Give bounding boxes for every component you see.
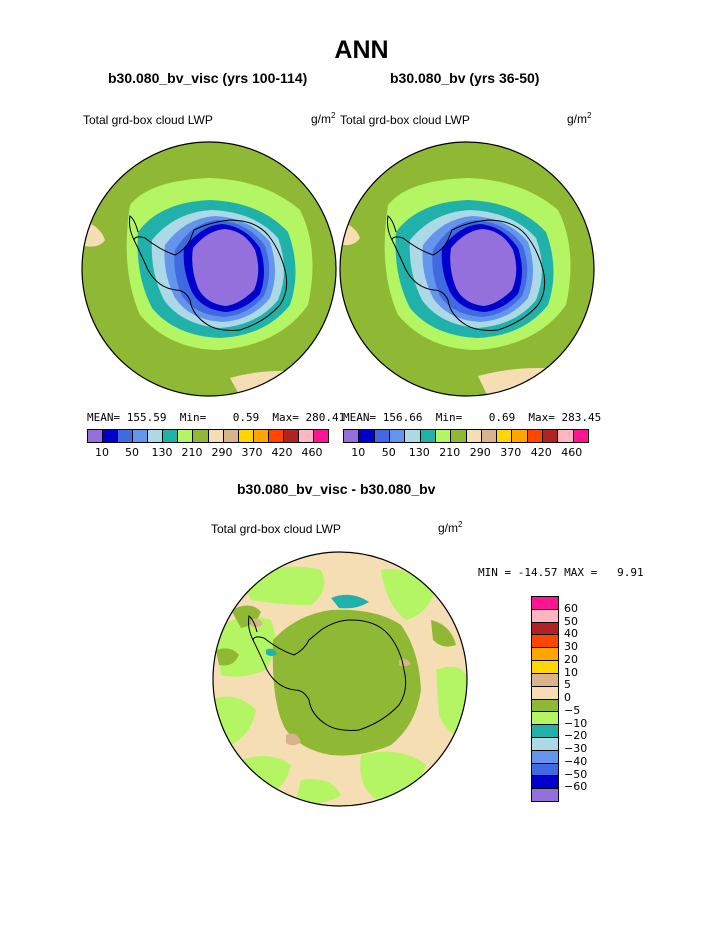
colorbar-swatch bbox=[532, 763, 558, 777]
panel-1-stats: MEAN= 155.59 Min= 0.59 Max= 280.41 bbox=[87, 411, 346, 424]
diff-field-label: Total grd-box cloud LWP bbox=[211, 522, 341, 536]
diff-units: g/m2 bbox=[438, 520, 463, 535]
colorbar-tick-label: 370 bbox=[241, 446, 263, 459]
colorbar-swatch bbox=[298, 430, 314, 442]
colorbar-swatch bbox=[344, 430, 360, 442]
colorbar-tick-label: 420 bbox=[530, 446, 552, 459]
panel-2-units: g/m2 bbox=[567, 111, 592, 126]
colorbar-swatch bbox=[532, 673, 558, 687]
colorbar-tick-label: 20 bbox=[564, 652, 578, 666]
colorbar-swatch bbox=[532, 725, 558, 738]
colorbar-tick-label: −20 bbox=[564, 729, 588, 743]
colorbar-swatch bbox=[118, 430, 134, 442]
colorbar-swatch bbox=[435, 430, 452, 442]
colorbar-swatch bbox=[178, 430, 194, 442]
colorbar-swatch bbox=[532, 661, 558, 674]
colorbar-swatch bbox=[558, 430, 574, 442]
colorbar-tick-label: 420 bbox=[271, 446, 293, 459]
colorbar-swatch bbox=[193, 430, 209, 442]
colorbar-swatch bbox=[133, 430, 149, 442]
colorbar-tick-label: −30 bbox=[564, 742, 588, 755]
panel-2-stats: MEAN= 156.66 Min= 0.69 Max= 283.45 bbox=[343, 411, 602, 424]
colorbar-tick-label: 0 bbox=[564, 691, 571, 704]
colorbar-tick-label: 460 bbox=[561, 446, 583, 459]
colorbar-tick-label: 5 bbox=[564, 678, 571, 692]
panel-1-polar-map bbox=[81, 141, 337, 397]
colorbar-swatch bbox=[405, 430, 421, 442]
colorbar-swatch bbox=[532, 597, 558, 610]
colorbar-tick-label: 290 bbox=[469, 446, 491, 459]
colorbar-swatch bbox=[532, 789, 558, 801]
colorbar-swatch bbox=[268, 430, 284, 442]
colorbar-tick-label: 50 bbox=[564, 614, 578, 628]
colorbar-tick-label: 30 bbox=[564, 640, 578, 653]
colorbar-tick-label: −10 bbox=[564, 716, 588, 730]
colorbar-swatch bbox=[532, 750, 558, 764]
colorbar-tick-label: 10 bbox=[95, 446, 109, 459]
colorbar-tick-label: 290 bbox=[211, 446, 233, 459]
colorbar-swatch bbox=[208, 430, 224, 442]
panel-2-case-title: b30.080_bv (yrs 36-50) bbox=[390, 70, 540, 86]
colorbar-swatch bbox=[543, 430, 559, 442]
colorbar-tick-label: 50 bbox=[381, 446, 396, 459]
colorbar-tick-label: −5 bbox=[564, 703, 581, 717]
colorbar-swatch bbox=[359, 430, 375, 442]
colorbar-swatch bbox=[103, 430, 119, 442]
panel-2-field-label: Total grd-box cloud LWP bbox=[340, 113, 470, 127]
colorbar-swatch bbox=[253, 430, 269, 442]
colorbar-tick-label: −40 bbox=[564, 754, 588, 768]
colorbar-swatch bbox=[163, 430, 179, 442]
colorbar-swatch bbox=[532, 776, 558, 790]
colorbar-swatch bbox=[527, 430, 544, 442]
colorbar-swatch bbox=[238, 430, 254, 442]
colorbar-swatch bbox=[532, 648, 558, 662]
colorbar-swatch bbox=[573, 430, 588, 442]
panel-2-colorbar bbox=[343, 429, 589, 443]
colorbar-tick-label: 60 bbox=[564, 601, 578, 615]
colorbar-tick-label: 130 bbox=[151, 446, 173, 459]
colorbar-tick-label: 50 bbox=[125, 446, 139, 459]
colorbar-tick-label: 370 bbox=[500, 446, 522, 459]
colorbar-swatch bbox=[532, 712, 558, 726]
colorbar-swatch bbox=[481, 430, 498, 442]
colorbar-swatch bbox=[374, 430, 390, 442]
colorbar-tick-label: 460 bbox=[301, 446, 323, 459]
colorbar-swatch bbox=[532, 737, 558, 751]
colorbar-tick-label: −60 bbox=[564, 780, 588, 794]
colorbar-tick-label: 210 bbox=[439, 446, 461, 459]
colorbar-swatch bbox=[532, 686, 558, 700]
figure-title: ANN bbox=[334, 36, 389, 64]
panel-1-field-label: Total grd-box cloud LWP bbox=[83, 113, 213, 127]
panel-1-case-title: b30.080_bv_visc (yrs 100-114) bbox=[108, 70, 308, 86]
diff-title: b30.080_bv_visc - b30.080_bv bbox=[237, 481, 436, 497]
panel-1-units: g/m2 bbox=[311, 111, 336, 126]
colorbar-tick-label: 130 bbox=[408, 446, 430, 459]
colorbar-swatch bbox=[532, 635, 558, 649]
diff-polar-map bbox=[212, 551, 468, 807]
colorbar-swatch bbox=[532, 622, 558, 636]
diff-stats: MIN = -14.57 MAX = 9.91 bbox=[478, 566, 644, 579]
colorbar-swatch bbox=[88, 430, 104, 442]
colorbar-swatch bbox=[532, 699, 558, 713]
colorbar-swatch bbox=[451, 430, 467, 442]
colorbar-swatch bbox=[148, 430, 164, 442]
colorbar-swatch bbox=[497, 430, 513, 442]
panel-1-colorbar bbox=[87, 429, 329, 443]
colorbar-swatch bbox=[466, 430, 482, 442]
colorbar-swatch bbox=[389, 430, 406, 442]
colorbar-tick-label: 40 bbox=[564, 627, 578, 641]
colorbar-swatch bbox=[313, 430, 328, 442]
colorbar-swatch bbox=[420, 430, 436, 442]
panel-2-polar-map bbox=[339, 141, 595, 397]
colorbar-tick-label: 10 bbox=[564, 665, 578, 679]
colorbar-swatch bbox=[283, 430, 299, 442]
diff-colorbar bbox=[531, 596, 559, 802]
colorbar-tick-label: 210 bbox=[181, 446, 203, 459]
colorbar-swatch bbox=[223, 430, 239, 442]
colorbar-swatch bbox=[532, 609, 558, 623]
colorbar-tick-label: 10 bbox=[351, 446, 366, 459]
colorbar-swatch bbox=[512, 430, 528, 442]
colorbar-tick-label: −50 bbox=[564, 767, 588, 781]
